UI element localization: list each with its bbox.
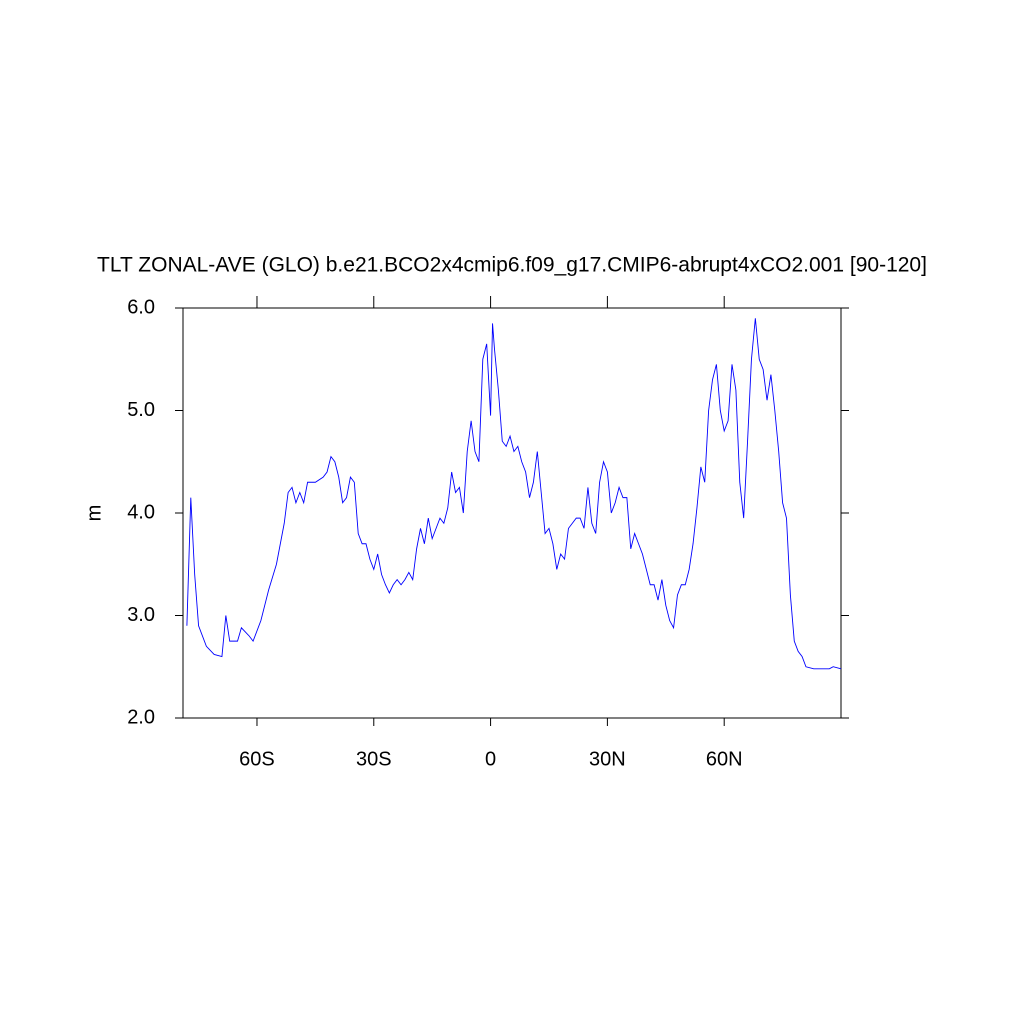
x-tick-label: 60N — [706, 748, 743, 770]
x-tick-label: 0 — [485, 748, 496, 770]
x-tick-label: 30S — [356, 748, 392, 770]
y-axis-label: m — [83, 505, 105, 522]
y-tick-label: 3.0 — [127, 604, 155, 626]
data-line — [186, 318, 842, 670]
plot-frame — [182, 307, 842, 719]
y-tick-label: 4.0 — [127, 501, 155, 523]
y-tick-label: 6.0 — [127, 296, 155, 318]
y-tick-label: 2.0 — [127, 706, 155, 728]
chart-title: TLT ZONAL-AVE (GLO) b.e21.BCO2x4cmip6.f0… — [97, 254, 927, 277]
x-tick-label: 60S — [239, 748, 275, 770]
x-tick-label: 30N — [589, 748, 626, 770]
y-tick-label: 5.0 — [127, 399, 155, 421]
